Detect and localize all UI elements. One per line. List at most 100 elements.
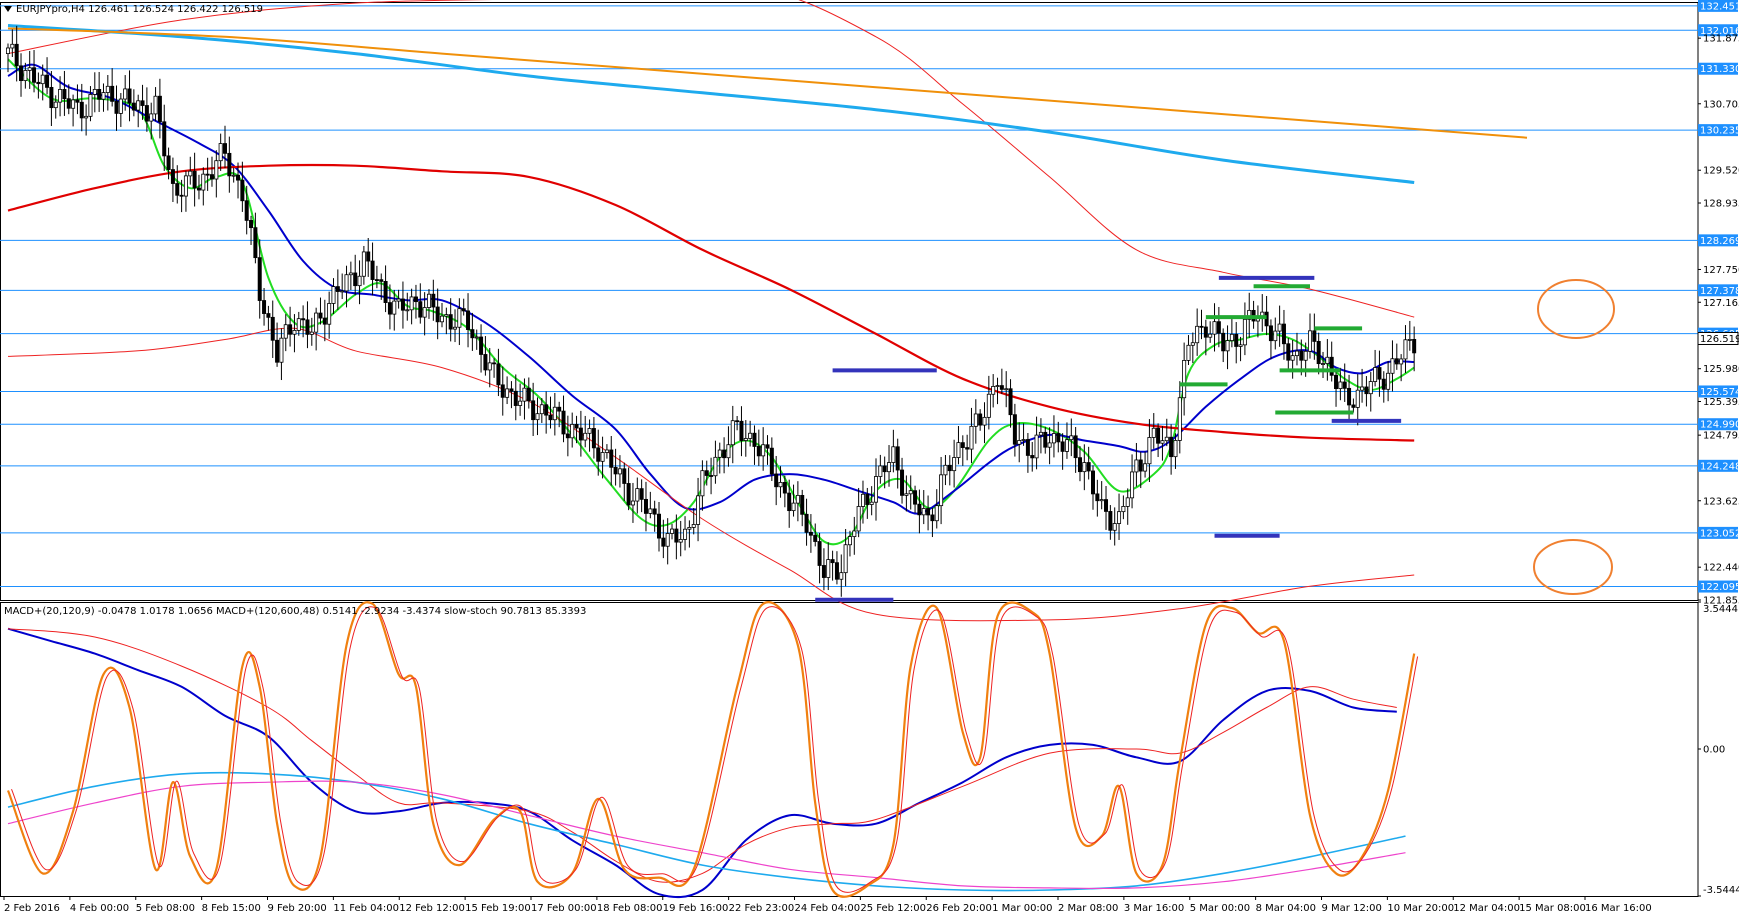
bull-candle [874,476,879,503]
bear-candle [1008,388,1013,416]
bear-candle [144,105,149,122]
bear-candle [492,362,497,365]
bear-candle [591,428,596,449]
bear-candle [1056,433,1061,443]
bear-candle [817,541,822,566]
bull-candle [153,95,158,115]
indicator-header: MACD+(20,120,9) -0.0478 1.0178 1.0656 MA… [4,606,587,617]
bear-candle [978,413,983,426]
bear-candle [379,279,384,282]
bull-candle [1373,367,1378,382]
bear-candle [622,468,627,484]
bull-candle [791,502,796,512]
bull-candle [522,387,527,402]
bear-candle [1104,499,1109,512]
bull-candle [1229,333,1234,341]
bear-candle [431,293,436,308]
chart-header[interactable]: EURJPYpro,H4 126.461 126.524 126.422 126… [4,4,263,15]
bull-candle [23,70,28,82]
indicator-pane-border [0,602,1699,897]
bear-candle [75,99,80,103]
bear-candle [301,318,306,321]
bear-candle [913,490,918,505]
bull-candle [943,464,948,476]
level-label: 132.016 [1700,26,1739,37]
price-label: 122.440 [1703,563,1739,574]
bear-candle [1169,436,1174,458]
collapse-triangle-icon[interactable] [4,6,12,12]
bear-candle [257,257,262,301]
level-label-box [1698,526,1738,539]
bear-candle [626,483,631,506]
time-label: 18 Feb 08:00 [597,903,663,914]
bull-candle [1403,339,1408,360]
level-label: 131.330 [1700,64,1739,75]
bull-candle [331,286,336,304]
current-price-box [1697,331,1739,345]
level-label: 124.248 [1700,461,1739,472]
bear-candle [400,298,405,311]
bull-candle [105,85,110,93]
bear-candle [1156,427,1161,444]
level-label: 122.095 [1700,582,1739,593]
bull-candle [101,92,106,100]
bull-candle [1051,433,1056,444]
bear-candle [192,170,197,189]
bear-candle [266,313,271,318]
bear-candle [704,470,709,476]
price-label: 129.520 [1703,166,1739,177]
bull-candle [600,452,605,462]
bear-candle [1347,387,1352,406]
bull-candle [188,170,193,177]
price-label: 130.705 [1703,99,1739,110]
bear-candle [366,251,371,262]
bull-candle [969,425,974,450]
bull-candle [309,331,314,335]
bull-candle [296,318,301,331]
bull-candle [535,413,540,421]
bull-candle [10,43,15,49]
bull-candle [856,506,861,532]
bull-candle [887,462,892,473]
bull-candle [214,160,219,180]
current-price-label: 126.519 [1700,334,1739,345]
bear-candle [500,384,505,398]
price-label: 131.875 [1703,34,1739,45]
bear-candle [1377,367,1382,380]
bull-candle [1407,338,1412,341]
bear-candle [470,329,475,339]
bull-candle [201,173,206,191]
bear-candle [531,400,536,421]
bull-candle [617,468,622,475]
bull-candle [670,528,675,534]
bear-candle [1286,343,1291,361]
bull-candle [995,385,1000,387]
bear-candle [769,447,774,475]
bear-candle [1268,325,1273,342]
bull-candle [1021,439,1026,441]
bull-candle [1325,356,1330,364]
level-label-box [1698,385,1738,398]
bear-candle [1394,358,1399,365]
time-label: 8 Mar 04:00 [1256,903,1316,914]
bear-candle [461,308,466,312]
bear-candle [1203,326,1208,338]
bull-candle [1208,333,1213,338]
bull-candle [921,508,926,516]
bear-candle [435,306,440,323]
level-label-box [1698,0,1738,12]
bull-candle [1173,440,1178,458]
bull-candle [1125,497,1130,507]
bull-candle [474,336,479,339]
bull-candle [123,88,128,100]
time-label: 11 Feb 04:00 [333,903,399,914]
bear-candle [179,194,184,197]
level-label: 123.052 [1700,528,1739,539]
bull-candle [1212,321,1217,335]
bear-candle [335,286,340,292]
bear-candle [227,152,232,177]
bear-candle [240,179,245,202]
bull-candle [1238,344,1243,347]
bull-candle [1399,358,1404,365]
bull-candle [934,505,939,522]
